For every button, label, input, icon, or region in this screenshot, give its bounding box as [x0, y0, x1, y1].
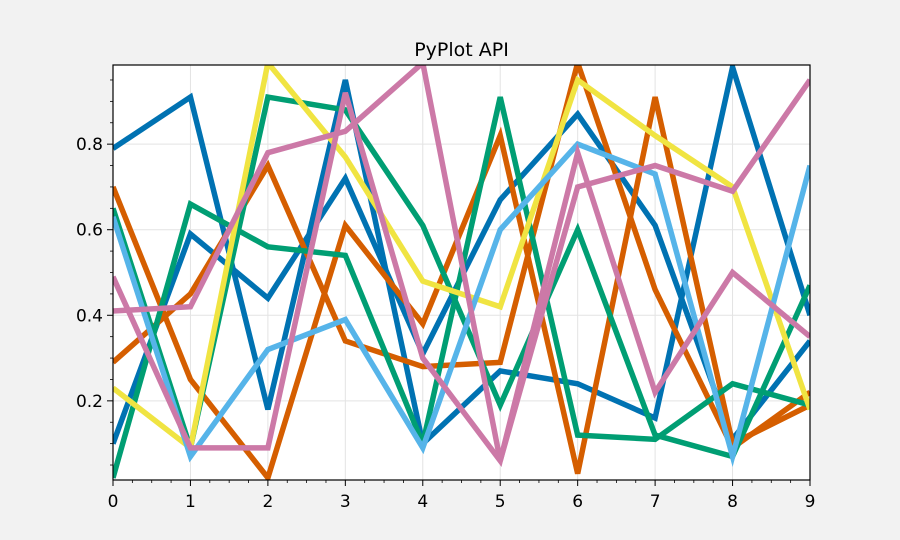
y-tick-label: 0.2: [76, 392, 103, 412]
series-line-8: [113, 140, 810, 468]
x-tick-label: 1: [185, 492, 196, 512]
x-tick-label: 2: [262, 492, 273, 512]
series-line-6: [113, 93, 810, 460]
x-tick-label: 5: [495, 492, 506, 512]
chart-title: PyPlot API: [414, 39, 509, 61]
y-tick-label: 0.6: [76, 221, 103, 241]
series-layer: [113, 65, 810, 480]
x-tick-label: 6: [572, 492, 583, 512]
x-tick-label: 9: [805, 492, 816, 512]
y-tick-label: 0.8: [76, 135, 103, 155]
series-line-9: [113, 65, 810, 462]
tick-labels: 0 1 2 3 4 5 6 7 8 9 0.2 0.4 0.6 0.8: [76, 135, 815, 512]
x-tick-label: 8: [727, 492, 738, 512]
x-tick-label: 0: [108, 492, 119, 512]
series-line-3: [113, 96, 810, 480]
y-tick-label: 0.4: [76, 306, 103, 326]
x-tick-label: 4: [417, 492, 428, 512]
series-line-7: [113, 65, 810, 453]
ticks: [107, 79, 811, 486]
series-line-10: [113, 92, 810, 467]
x-tick-label: 7: [650, 492, 661, 512]
x-tick-label: 3: [340, 492, 351, 512]
